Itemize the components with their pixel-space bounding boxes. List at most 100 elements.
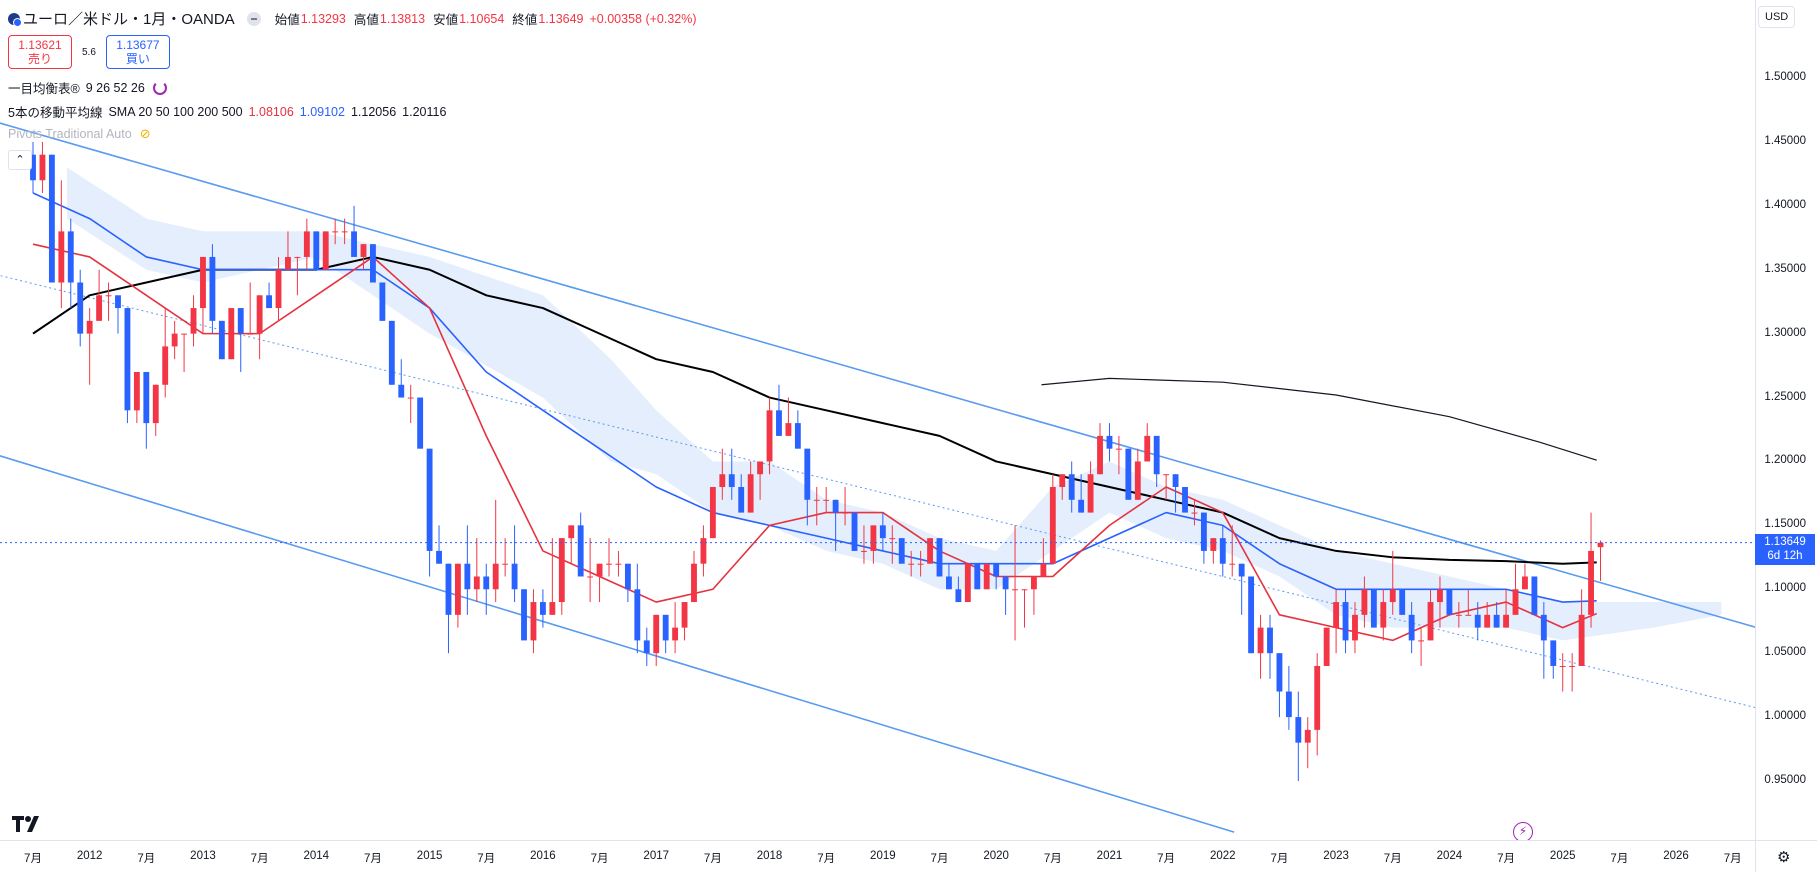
candle[interactable] xyxy=(643,627,650,666)
candle[interactable] xyxy=(634,563,641,654)
chart-area[interactable]: ユーロ／米ドル・1月・OANDA 始値 1.13293 高値 1.13813 安… xyxy=(0,0,1755,840)
candle[interactable] xyxy=(861,525,867,564)
candle[interactable] xyxy=(351,205,357,257)
candle[interactable] xyxy=(908,550,915,577)
candle[interactable] xyxy=(1059,474,1066,500)
candle[interactable] xyxy=(152,384,159,436)
candle[interactable] xyxy=(1578,589,1585,666)
candle[interactable] xyxy=(483,563,490,615)
candle[interactable] xyxy=(577,512,584,577)
candle[interactable] xyxy=(1531,576,1538,615)
candle[interactable] xyxy=(1522,563,1528,590)
indicator-pivots[interactable]: Pivots Traditional Auto ⊘ xyxy=(8,126,151,142)
candle[interactable] xyxy=(228,308,235,360)
candle[interactable] xyxy=(662,614,669,654)
candle[interactable] xyxy=(983,563,990,590)
candle[interactable] xyxy=(1427,589,1434,641)
candle[interactable] xyxy=(927,538,933,564)
candle[interactable] xyxy=(1172,474,1179,513)
time-scale[interactable]: 7月 2012 7月 2013 7月 2014 7月 2015 7月 2016 7月 2017 7月 20… xyxy=(0,840,1789,872)
candle[interactable] xyxy=(218,320,225,360)
candle[interactable] xyxy=(1540,602,1547,679)
candle[interactable] xyxy=(1248,576,1255,654)
candle[interactable] xyxy=(398,359,405,398)
candle[interactable] xyxy=(1314,653,1321,756)
candle[interactable] xyxy=(1153,435,1160,488)
candle[interactable] xyxy=(974,563,981,590)
candle[interactable] xyxy=(879,512,886,551)
candle[interactable] xyxy=(1030,576,1037,615)
candle[interactable] xyxy=(511,525,518,603)
candle[interactable] xyxy=(1134,448,1141,500)
price-chart[interactable] xyxy=(0,0,1755,840)
candle[interactable] xyxy=(1418,627,1425,666)
candle[interactable] xyxy=(1380,589,1387,641)
candle[interactable] xyxy=(1437,576,1443,628)
settings-corner[interactable]: ⚙ xyxy=(1755,840,1817,872)
candle[interactable] xyxy=(1342,589,1349,654)
sell-button[interactable]: 1.13621 売り xyxy=(8,35,72,69)
channel-upper-line[interactable] xyxy=(0,116,1755,653)
candle[interactable] xyxy=(285,231,291,270)
candle[interactable] xyxy=(190,295,197,347)
candle[interactable] xyxy=(370,244,376,283)
candle[interactable] xyxy=(247,282,254,335)
candle[interactable] xyxy=(747,461,754,513)
settings-icon[interactable]: ⚙ xyxy=(1777,849,1791,866)
candle[interactable] xyxy=(1125,448,1132,500)
candle[interactable] xyxy=(521,589,527,641)
candle[interactable] xyxy=(313,231,320,270)
candle[interactable] xyxy=(1295,691,1302,781)
candle[interactable] xyxy=(1163,474,1170,500)
candle[interactable] xyxy=(341,218,348,245)
candle[interactable] xyxy=(1115,435,1122,475)
channel-mid-line[interactable] xyxy=(0,270,1755,730)
candle[interactable] xyxy=(388,320,395,385)
candle[interactable] xyxy=(162,308,169,398)
candle[interactable] xyxy=(823,487,830,513)
candle[interactable] xyxy=(1012,525,1018,641)
candle[interactable] xyxy=(539,589,546,628)
candle[interactable] xyxy=(1087,461,1094,513)
candle[interactable] xyxy=(379,282,386,321)
candle[interactable] xyxy=(86,308,93,385)
candle[interactable] xyxy=(1399,589,1406,615)
candle[interactable] xyxy=(1361,576,1368,628)
candle[interactable] xyxy=(124,308,131,424)
candle[interactable] xyxy=(105,282,112,321)
candle[interactable] xyxy=(558,538,565,615)
indicator-ichimoku[interactable]: 一目均衡表® 9 26 52 26 xyxy=(8,78,167,97)
candle[interactable] xyxy=(454,563,461,628)
candle[interactable] xyxy=(417,397,424,449)
candle[interactable] xyxy=(1049,474,1056,564)
price-scale[interactable]: 1.50000 1.45000 1.40000 1.35000 1.30000 1.250… xyxy=(1755,0,1817,840)
candle[interactable] xyxy=(133,371,140,424)
candle[interactable] xyxy=(322,231,329,270)
candle[interactable] xyxy=(1370,589,1377,628)
candle[interactable] xyxy=(426,448,433,577)
candle[interactable] xyxy=(171,320,178,360)
indicator-sma[interactable]: 5本の移動平均線 SMA 20 50 100 200 500 1.08106 1… xyxy=(8,102,446,121)
candle[interactable] xyxy=(700,525,707,577)
candle[interactable] xyxy=(1097,423,1103,475)
candle[interactable] xyxy=(1200,512,1207,564)
candle[interactable] xyxy=(1484,602,1491,628)
candle[interactable] xyxy=(757,461,764,500)
candle[interactable] xyxy=(58,180,65,309)
candle[interactable] xyxy=(1210,538,1217,564)
candle[interactable] xyxy=(964,563,971,603)
candle[interactable] xyxy=(77,269,84,347)
candle[interactable] xyxy=(360,244,367,270)
candle[interactable] xyxy=(1446,589,1453,615)
candle[interactable] xyxy=(492,499,499,603)
candle[interactable] xyxy=(275,256,282,321)
candle[interactable] xyxy=(1588,512,1594,628)
candle[interactable] xyxy=(200,256,206,334)
candle[interactable] xyxy=(794,410,801,449)
candle[interactable] xyxy=(48,154,55,283)
candle[interactable] xyxy=(596,563,603,603)
candle[interactable] xyxy=(237,308,244,372)
candle[interactable] xyxy=(813,487,820,526)
candle[interactable] xyxy=(436,525,442,564)
candle[interactable] xyxy=(1144,423,1151,462)
